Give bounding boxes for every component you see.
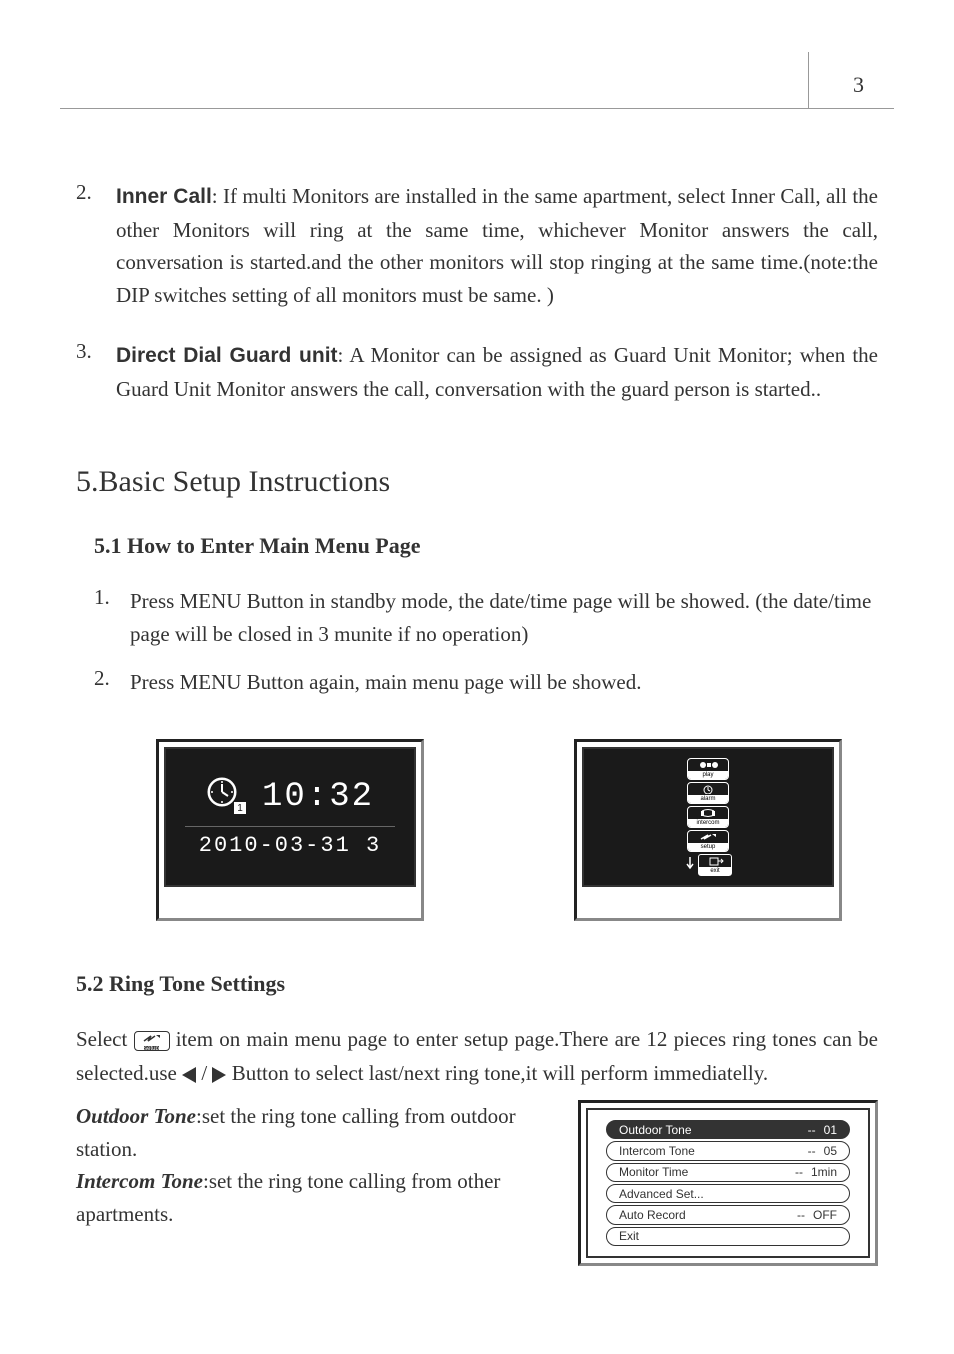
text-fragment: Select [76, 1027, 134, 1051]
list-item: 2. Press MENU Button again, main menu pa… [94, 666, 878, 699]
setup-menu-row: Monitor Time --1min [606, 1163, 850, 1182]
menu-label: play [688, 771, 728, 779]
menu-item-play: play [687, 758, 729, 780]
clock-badge: 1 [237, 803, 243, 814]
list-item: 2. Inner Call: If multi Monitors are ins… [76, 180, 878, 311]
section-heading: 5.Basic Setup Instructions [76, 465, 878, 499]
item-text: : If multi Monitors are installed in the… [116, 184, 878, 307]
setup-menu-row: Auto Record --OFF [606, 1205, 850, 1224]
mainmenu-screen-inner: play alarm intercom setup [582, 747, 834, 887]
text-fragment: Button to select last/next ring tone,it … [226, 1061, 768, 1085]
item-body: Inner Call: If multi Monitors are instal… [116, 180, 878, 311]
setup-icon [698, 831, 718, 843]
list-item: 3. Direct Dial Guard unit: A Monitor can… [76, 339, 878, 405]
bottom-text: Outdoor Tone:set the ring tone calling f… [76, 1100, 548, 1266]
triangle-right-icon [212, 1067, 226, 1083]
setup-row-label: Monitor Time [619, 1165, 688, 1179]
item-number: 1. [94, 585, 130, 650]
item-number: 3. [76, 339, 116, 405]
time-display: 10:32 [262, 778, 374, 816]
setup-row-value: --1min [795, 1165, 837, 1179]
subsection-heading: 5.1 How to Enter Main Menu Page [94, 533, 878, 559]
setup-row-label: Exit [619, 1229, 639, 1243]
text-fragment: / [196, 1061, 212, 1085]
setup-row-label: Outdoor Tone [619, 1123, 692, 1137]
setup-screen: Outdoor Tone --01 Intercom Tone --05 Monitor… [578, 1100, 878, 1266]
menu-item-intercom: intercom [687, 806, 729, 828]
paragraph: Select setup item on main menu page to e… [76, 1023, 878, 1090]
datetime-screen-inner: 1 10:32 2010-03-31 3 [164, 747, 416, 887]
page-number: 3 [853, 72, 864, 98]
page-content: 2. Inner Call: If multi Monitors are ins… [76, 180, 878, 1266]
item-text: Press MENU Button in standby mode, the d… [130, 585, 878, 650]
datetime-screen: 1 10:32 2010-03-31 3 [156, 739, 424, 921]
intercom-icon [698, 807, 718, 819]
screens-row: 1 10:32 2010-03-31 3 play alarm [156, 739, 878, 921]
item-number: 2. [76, 180, 116, 311]
setup-icon-inline: setup [134, 1031, 170, 1051]
setup-row-label: Auto Record [619, 1208, 686, 1222]
play-icon [698, 759, 718, 771]
item-body: Direct Dial Guard unit: A Monitor can be… [116, 339, 878, 405]
menu-label: setup [688, 843, 728, 851]
menu-item-exit: exit [683, 854, 733, 876]
clock-row: 1 10:32 [206, 776, 374, 818]
menu-label: alarm [688, 795, 728, 803]
setup-screen-inner: Outdoor Tone --01 Intercom Tone --05 Monitor… [586, 1108, 870, 1258]
setup-row-value: --01 [808, 1123, 837, 1137]
item-label: Inner Call [116, 185, 212, 208]
term-label: Intercom Tone [76, 1169, 203, 1193]
setup-menu-row: Advanced Set... [606, 1184, 850, 1203]
item-number: 2. [94, 666, 130, 699]
menu-label: intercom [688, 819, 728, 827]
mainmenu-screen: play alarm intercom setup [574, 739, 842, 921]
header-divider [60, 108, 894, 109]
setup-menu-row: Intercom Tone --05 [606, 1141, 850, 1160]
setup-row-value: --OFF [797, 1208, 837, 1222]
setup-menu-row: Outdoor Tone --01 [606, 1120, 850, 1139]
arrow-down-icon [684, 855, 696, 875]
setup-row-label: Advanced Set... [619, 1187, 704, 1201]
menu-item-setup: setup [687, 830, 729, 852]
date-display: 2010-03-31 3 [185, 826, 396, 858]
triangle-left-icon [182, 1067, 196, 1083]
bottom-row: Outdoor Tone:set the ring tone calling f… [76, 1100, 878, 1266]
item-label: Direct Dial Guard unit [116, 344, 338, 367]
header-divider-vertical [808, 52, 809, 108]
setup-menu-row: Exit [606, 1227, 850, 1246]
item-text: Press MENU Button again, main menu page … [130, 666, 878, 699]
exit-icon [699, 855, 731, 867]
alarm-icon [698, 783, 718, 795]
clock-icon: 1 [206, 776, 248, 818]
setup-row-label: Intercom Tone [619, 1144, 695, 1158]
menu-item-alarm: alarm [687, 782, 729, 804]
list-item: 1. Press MENU Button in standby mode, th… [94, 585, 878, 650]
term-label: Outdoor Tone [76, 1104, 196, 1128]
setup-row-value: --05 [808, 1144, 837, 1158]
subsection-heading: 5.2 Ring Tone Settings [76, 971, 878, 997]
menu-label: exit [699, 867, 731, 875]
